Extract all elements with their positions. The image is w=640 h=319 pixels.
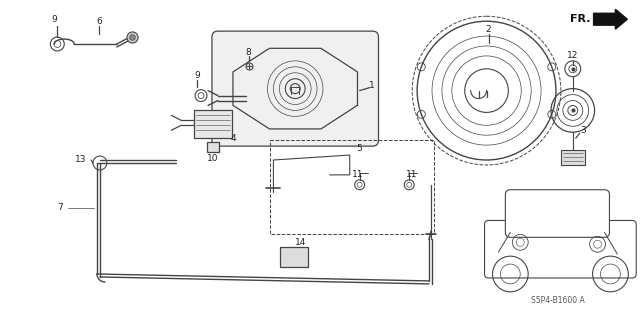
Text: 3: 3 (580, 126, 586, 135)
FancyBboxPatch shape (506, 190, 609, 237)
Polygon shape (593, 9, 627, 29)
Text: 13: 13 (76, 155, 87, 165)
Text: S5P4-B1600 A: S5P4-B1600 A (531, 296, 585, 305)
Text: 6: 6 (96, 17, 102, 26)
FancyBboxPatch shape (207, 142, 219, 152)
FancyBboxPatch shape (280, 247, 308, 267)
Text: 12: 12 (567, 51, 579, 60)
Text: 10: 10 (207, 153, 219, 162)
Text: 14: 14 (294, 238, 306, 247)
FancyBboxPatch shape (484, 220, 636, 278)
Text: 7: 7 (58, 203, 63, 212)
Text: 8: 8 (246, 48, 252, 57)
Text: 1: 1 (369, 81, 374, 90)
FancyBboxPatch shape (194, 110, 232, 138)
Text: 11: 11 (406, 170, 418, 179)
Text: 11: 11 (352, 170, 364, 179)
Text: 4: 4 (231, 134, 237, 143)
Text: FR.: FR. (570, 14, 590, 24)
Polygon shape (561, 150, 585, 165)
Text: 2: 2 (486, 25, 492, 33)
Text: 5: 5 (356, 144, 362, 152)
Text: 9: 9 (51, 15, 57, 24)
Text: 9: 9 (194, 71, 200, 80)
FancyBboxPatch shape (212, 31, 378, 146)
